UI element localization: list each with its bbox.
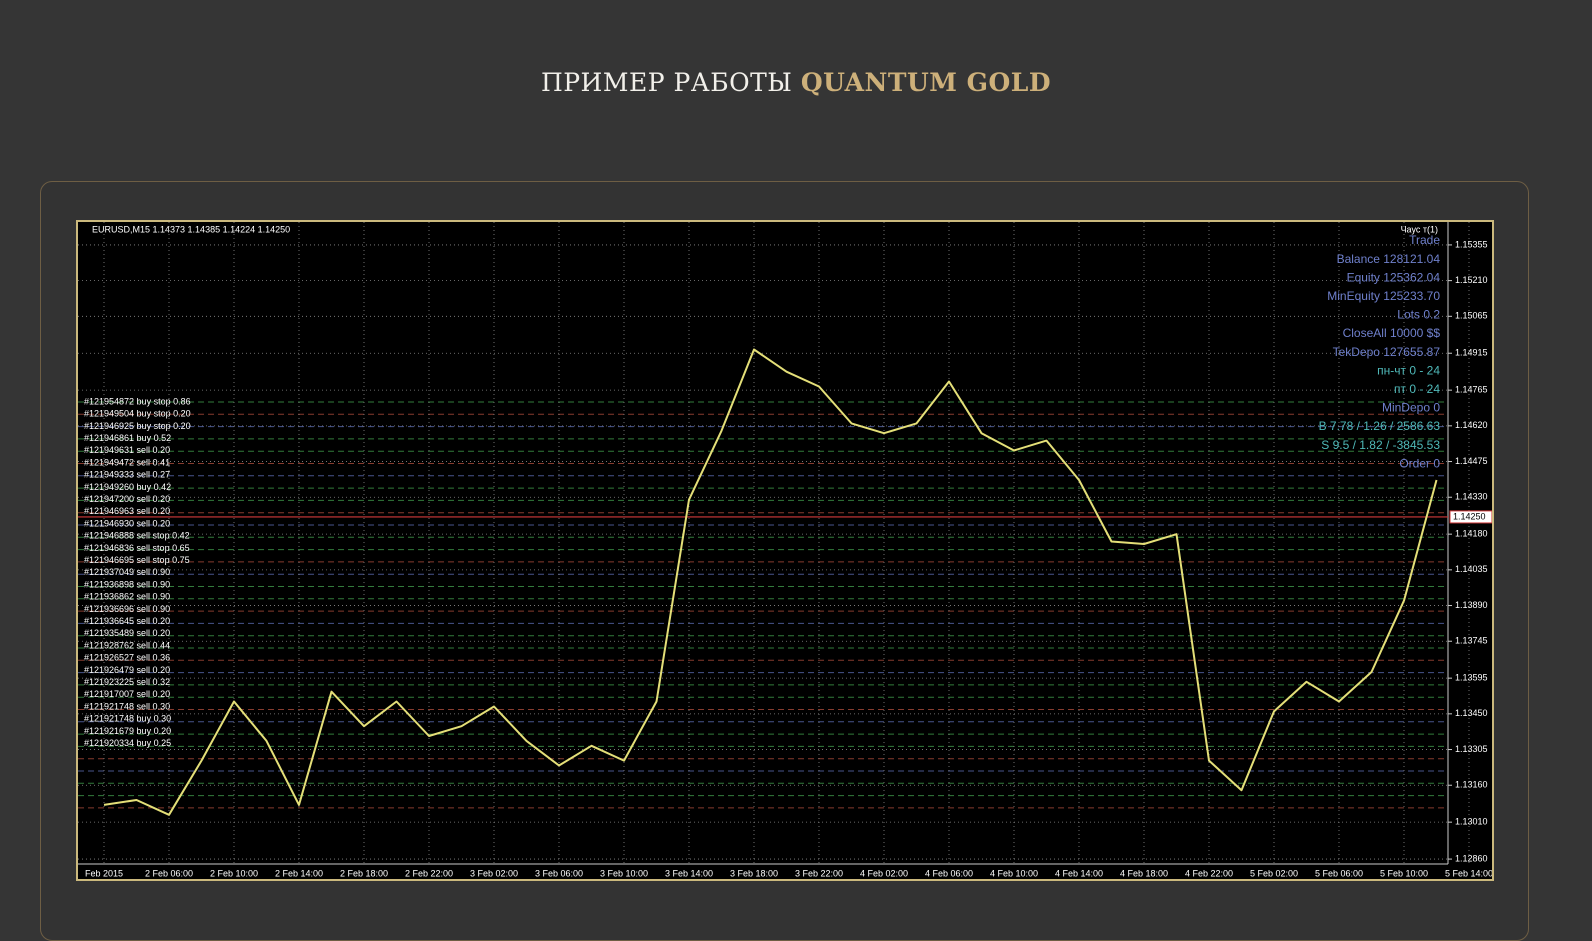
x-tick-label: 2 Feb 22:00 [405,868,453,878]
x-tick-label: 5 Feb 10:00 [1380,868,1428,878]
order-label: #121936645 sell 0.20 [84,616,170,626]
order-label: #121936898 sell 0.90 [84,579,170,589]
x-tick-label: 2 Feb 06:00 [145,868,193,878]
info-line: MinDepo 0 [1382,401,1440,415]
x-tick-label: 3 Feb 22:00 [795,868,843,878]
chart-title: EURUSD,M15 1.14373 1.14385 1.14224 1.142… [92,224,290,234]
x-tick-label: 3 Feb 18:00 [730,868,778,878]
x-tick-label: 5 Feb 02:00 [1250,868,1298,878]
title-main: ПРИМЕР РАБОТЫ [540,68,793,97]
y-tick-label: 1.14180 [1455,529,1488,539]
y-tick-label: 1.15355 [1455,239,1488,249]
last-price-label: 1.14250 [1453,511,1486,521]
info-line: Balance 128121.04 [1337,252,1441,266]
order-label: #121954872 buy stop 0.86 [84,396,191,406]
x-tick-label: 4 Feb 02:00 [860,868,908,878]
y-tick-label: 1.13890 [1455,600,1488,610]
y-tick-label: 1.14620 [1455,420,1488,430]
order-label: #121923225 sell 0.32 [84,677,170,687]
y-tick-label: 1.12860 [1455,853,1488,863]
x-tick-label: 4 Feb 10:00 [990,868,1038,878]
order-label: #121921748 buy 0.30 [84,714,171,724]
info-line: CloseAll 10000 $$ [1343,326,1441,340]
info-line: B 7.78 / 1.26 / 2586.63 [1319,419,1441,433]
y-tick-label: 1.13450 [1455,708,1488,718]
y-tick-label: 1.13160 [1455,780,1488,790]
y-tick-label: 1.13595 [1455,673,1488,683]
x-tick-label: 5 Feb 06:00 [1315,868,1363,878]
x-tick-label: 3 Feb 14:00 [665,868,713,878]
y-tick-label: 1.14035 [1455,564,1488,574]
last-price-box [1449,510,1492,524]
corner-label: Чаус т(1) [1401,224,1438,234]
order-label: #121920334 buy 0.25 [84,738,171,748]
order-label: #121921748 sell 0.30 [84,701,170,711]
order-label: #121946930 sell 0.20 [84,518,170,528]
x-tick-label: 5 Feb 14:00 [1445,868,1493,878]
x-tick-label: Feb 2015 [85,868,123,878]
order-label: #121946695 sell stop 0.75 [84,555,190,565]
x-tick-label: 4 Feb 18:00 [1120,868,1168,878]
order-label: #121937049 sell 0.90 [84,567,170,577]
info-line: Lots 0.2 [1397,308,1440,322]
info-line: Equity 125362.04 [1347,270,1441,284]
x-tick-label: 4 Feb 14:00 [1055,868,1103,878]
order-label: #121926479 sell 0.20 [84,665,170,675]
order-label: #121946888 sell stop 0.42 [84,531,190,541]
x-tick-label: 3 Feb 02:00 [470,868,518,878]
order-label: #121947200 sell 0.20 [84,494,170,504]
info-line: Order 0 [1399,456,1440,470]
order-label: #121946925 buy stop 0.20 [84,421,191,431]
order-label: #121949631 sell 0.20 [84,445,170,455]
order-label: #121926527 sell 0.36 [84,653,170,663]
x-tick-label: 4 Feb 06:00 [925,868,973,878]
y-tick-label: 1.14475 [1455,456,1488,466]
x-tick-label: 3 Feb 06:00 [535,868,583,878]
y-tick-label: 1.13305 [1455,744,1488,754]
x-tick-label: 4 Feb 22:00 [1185,868,1233,878]
order-label: #121935489 sell 0.20 [84,628,170,638]
y-tick-label: 1.15210 [1455,275,1488,285]
x-tick-label: 2 Feb 10:00 [210,868,258,878]
title-accent: QUANTUM GOLD [800,68,1052,97]
price-line [103,348,1438,816]
chart: EURUSD,M15 1.14373 1.14385 1.14224 1.142… [76,220,1494,881]
order-label: #121936696 sell 0.90 [84,604,170,614]
y-tick-label: 1.14915 [1455,348,1488,358]
y-tick-label: 1.13010 [1455,817,1488,827]
order-label: #121946836 sell stop 0.65 [84,543,190,553]
info-line: пн-чт 0 - 24 [1377,363,1440,377]
info-line: пт 0 - 24 [1394,382,1440,396]
y-tick-label: 1.15065 [1455,311,1488,321]
page-title: ПРИМЕР РАБОТЫ QUANTUM GOLD [0,68,1592,97]
x-tick-label: 3 Feb 10:00 [600,868,648,878]
order-label: #121949333 sell 0.27 [84,470,170,480]
y-tick-label: 1.14330 [1455,492,1488,502]
info-line: MinEquity 125233.70 [1327,289,1440,303]
y-tick-label: 1.13745 [1455,636,1488,646]
order-label: #121928762 sell 0.44 [84,640,170,650]
order-label: #121949260 buy 0.42 [84,482,171,492]
order-label: #121921679 buy 0.20 [84,726,171,736]
order-label: #121946963 sell 0.20 [84,506,170,516]
order-label: #121936862 sell 0.90 [84,592,170,602]
order-label: #121949472 sell 0.41 [84,457,170,467]
info-line: Trade [1409,233,1440,247]
y-tick-label: 1.14765 [1455,385,1488,395]
order-label: #121946861 buy 0.52 [84,433,171,443]
info-line: TekDepo 127655.87 [1333,345,1441,359]
info-line: S 9.5 / 1.82 / -3845.53 [1321,438,1440,452]
order-label: #121949504 buy stop 0.20 [84,409,191,419]
x-tick-label: 2 Feb 18:00 [340,868,388,878]
x-tick-label: 2 Feb 14:00 [275,868,323,878]
order-label: #121917007 sell 0.20 [84,689,170,699]
